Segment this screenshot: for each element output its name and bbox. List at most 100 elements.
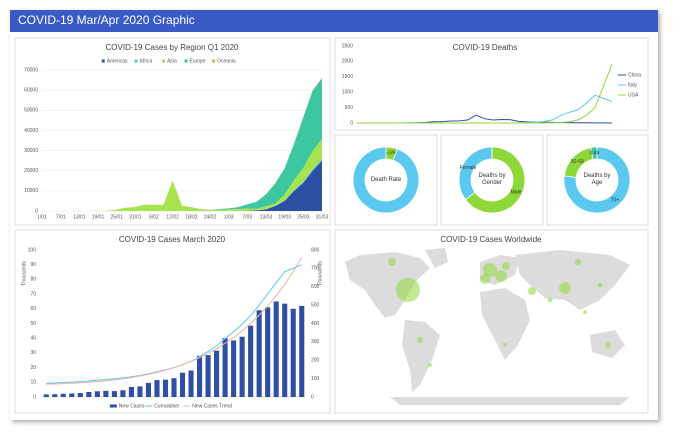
y-tick-label: 40 [30,336,36,342]
bar [43,394,49,397]
y-tick-label: 0 [35,208,38,214]
legend-label: Europe [190,58,206,64]
bubble [428,363,432,367]
bar [86,392,92,397]
bar [111,391,117,397]
legend-swatch [109,404,117,408]
bubble [597,282,603,288]
slice-label: 5.6% [385,151,397,157]
bar [231,340,237,397]
bubble [480,274,490,284]
y-tick-label: 800 [311,247,320,253]
y-tick-label: 10 [30,380,36,386]
bubble [417,337,423,343]
legend-label: New Cases Trend [192,403,232,409]
bar [179,372,186,397]
donut-slice [458,146,493,200]
map-title: COVID-19 Cases Worldwide [440,235,542,244]
slice-label: 70+ [611,198,620,204]
bar [171,378,177,397]
y-tick-label: 600 [311,284,320,290]
y-tick-label: 50 [30,321,36,327]
x-tick-label: 1/01 [37,214,47,220]
bar [196,355,203,397]
y-tick-label: 40000 [24,128,38,134]
y-tick-label: 500 [345,105,354,111]
bubble [559,282,571,294]
line [46,257,303,385]
legend-swatch [101,59,105,63]
bubble [503,343,507,347]
x-tick-label: 25/01 [110,214,123,220]
bar [214,350,220,397]
bar [239,336,245,397]
bar [77,393,83,397]
y-tick-label: 0 [311,394,314,400]
land [480,288,530,360]
y-tick-label: 30 [30,350,36,356]
legend-label: China [628,72,641,78]
chart-title: COVID-19 Deaths [453,43,517,52]
donut-center: Deaths by Gender [478,173,505,186]
bubble [583,310,587,314]
bar [205,355,211,397]
y-tick-label: 60 [30,306,36,312]
y-tick-label: 90 [30,262,36,268]
line [357,64,613,124]
y-tick-label: 400 [311,321,320,327]
y-tick-label: 100 [28,247,37,253]
chart-title: COVID-19 Cases March 2020 [119,235,226,244]
bubble [528,287,536,295]
panel [334,37,649,131]
y-tick-label: 80 [30,277,36,283]
x-tick-label: 7/01 [56,214,66,220]
donut-slice [464,146,526,214]
y-tick-label: 70000 [24,67,38,73]
y-tick-label: 20 [30,365,36,371]
bar [162,379,169,397]
x-tick-label: 6/02 [149,214,159,220]
slice-label: Female [460,165,477,171]
bar [103,390,109,397]
x-tick-label: 25/03 [297,214,310,220]
bar [94,391,100,397]
legend-label: USA [628,92,639,98]
legend-label: Africa [140,58,153,64]
bar [69,393,75,397]
donut-center: Deaths by Age [583,173,611,186]
bubble [547,297,553,303]
bar [282,303,288,397]
land [402,320,440,392]
bar [265,307,271,397]
slice-label: Male [511,190,522,196]
bar [273,301,279,397]
bar [248,325,254,397]
y-tick-label: 2000 [342,59,353,65]
donut-title: Death Rate [370,176,402,183]
land [390,397,630,405]
bar [299,305,305,397]
legend-swatch [162,59,166,63]
land [425,248,448,268]
y-tick-label: 300 [311,339,320,345]
donut-center: Death Rate [370,176,402,183]
x-tick-label: 1/03 [224,214,234,220]
y2-axis-label: Thousands [317,261,323,286]
y-tick-label: 20000 [24,168,38,174]
land [345,252,430,318]
legend-swatch [184,59,188,63]
bar [137,386,143,397]
y-tick-label: 0 [33,394,36,400]
chart-title: COVID-19 Cases by Region Q1 2020 [106,43,240,52]
legend-label: Italy [628,82,638,88]
bar [145,382,152,397]
y-tick-label: 2500 [342,43,353,49]
slice-label: 50-69 [571,159,584,165]
bar [60,393,66,397]
x-tick-label: 13/03 [260,214,273,220]
bar [290,308,296,397]
y-tick-label: 0 [350,120,353,126]
x-tick-label: 31/03 [316,214,329,220]
legend-label: Oceania [217,58,236,64]
donut-title: Deaths by Age [583,173,611,186]
